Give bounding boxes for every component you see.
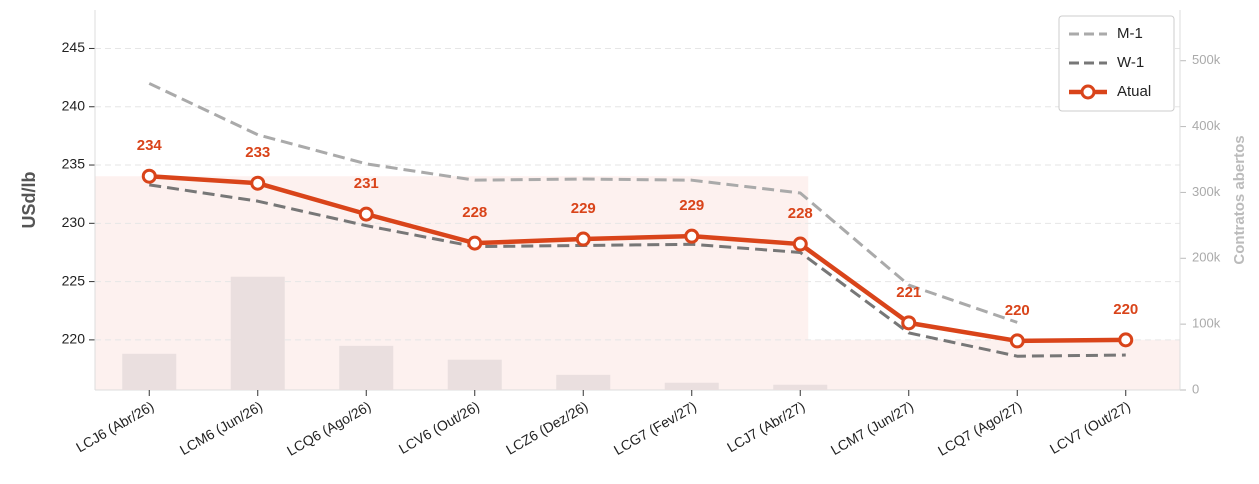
open-interest-bar: [339, 345, 394, 390]
series-marker: [467, 235, 483, 251]
series-line: [149, 183, 1126, 358]
x-tick-label: LCV7 (Out/27): [1047, 398, 1133, 457]
series-marker: [1009, 333, 1025, 349]
data-label: 220: [1005, 302, 1030, 319]
series-marker: [250, 175, 266, 191]
y-tick-label: 235: [62, 156, 86, 172]
open-interest-bar: [773, 384, 828, 390]
series-marker: [141, 168, 157, 184]
x-tick-label: LCQ7 (Ago/27): [935, 398, 1025, 459]
data-label: 231: [354, 175, 379, 192]
series-marker: [792, 236, 808, 252]
series-marker: [575, 231, 591, 247]
x-tick-label: LCM6 (Jun/26): [177, 398, 265, 458]
series-marker: [1118, 332, 1134, 348]
y2-tick-label: 100k: [1192, 316, 1221, 331]
shade: [95, 176, 1180, 390]
legend: M-1 W-1 Atual: [1058, 15, 1175, 112]
series-marker: [358, 206, 374, 222]
y-tick-label: 220: [62, 331, 86, 347]
x-tick-label: LCJ7 (Abr/27): [724, 398, 807, 455]
data-label: 221: [896, 284, 921, 301]
legend-label: W-1: [1117, 54, 1144, 71]
data-label: 228: [462, 204, 487, 221]
y-tick-label: 225: [62, 272, 86, 288]
y-tick-label: 230: [62, 214, 86, 230]
y-tick-label: 240: [62, 97, 86, 113]
x-tick-label: LCZ6 (Dez/26): [503, 398, 591, 458]
open-interest-bar: [447, 359, 502, 390]
x-tick-label: LCQ6 (Ago/26): [284, 398, 374, 459]
open-interest-bar: [230, 276, 285, 390]
data-label: 228: [788, 205, 813, 222]
x-tick-label: LCM7 (Jun/27): [828, 398, 916, 458]
open-interest-bar: [122, 353, 177, 390]
legend-label: Atual: [1117, 83, 1151, 100]
data-label: 229: [571, 200, 596, 217]
x-tick-label: LCG7 (Fev/27): [611, 398, 699, 458]
series-marker: [684, 228, 700, 244]
data-label: 229: [679, 197, 704, 214]
data-label: 233: [245, 144, 270, 161]
y2-tick-label: 400k: [1192, 118, 1221, 133]
y2-tick-label: 0: [1192, 381, 1199, 396]
series-marker: [901, 315, 917, 331]
x-tick-label: LCJ6 (Abr/26): [73, 398, 156, 455]
series-line: [148, 82, 1018, 324]
y2-tick-label: 300k: [1192, 184, 1221, 199]
legend-label: M-1: [1117, 25, 1143, 42]
data-label: 220: [1113, 301, 1138, 318]
x-tick-label: LCV6 (Out/26): [396, 398, 482, 457]
y-axis-label: USd/lb: [19, 171, 39, 228]
legend-marker: [1080, 84, 1096, 100]
open-interest-bar: [664, 382, 719, 390]
data-label: 234: [137, 137, 163, 154]
series-line: [149, 173, 1126, 344]
y-tick-label: 245: [62, 39, 86, 55]
y2-axis-label: Contratos abertos: [1231, 135, 1248, 264]
y2-tick-label: 200k: [1192, 250, 1221, 265]
y2-tick-label: 500k: [1192, 52, 1221, 67]
open-interest-bar: [556, 374, 611, 390]
